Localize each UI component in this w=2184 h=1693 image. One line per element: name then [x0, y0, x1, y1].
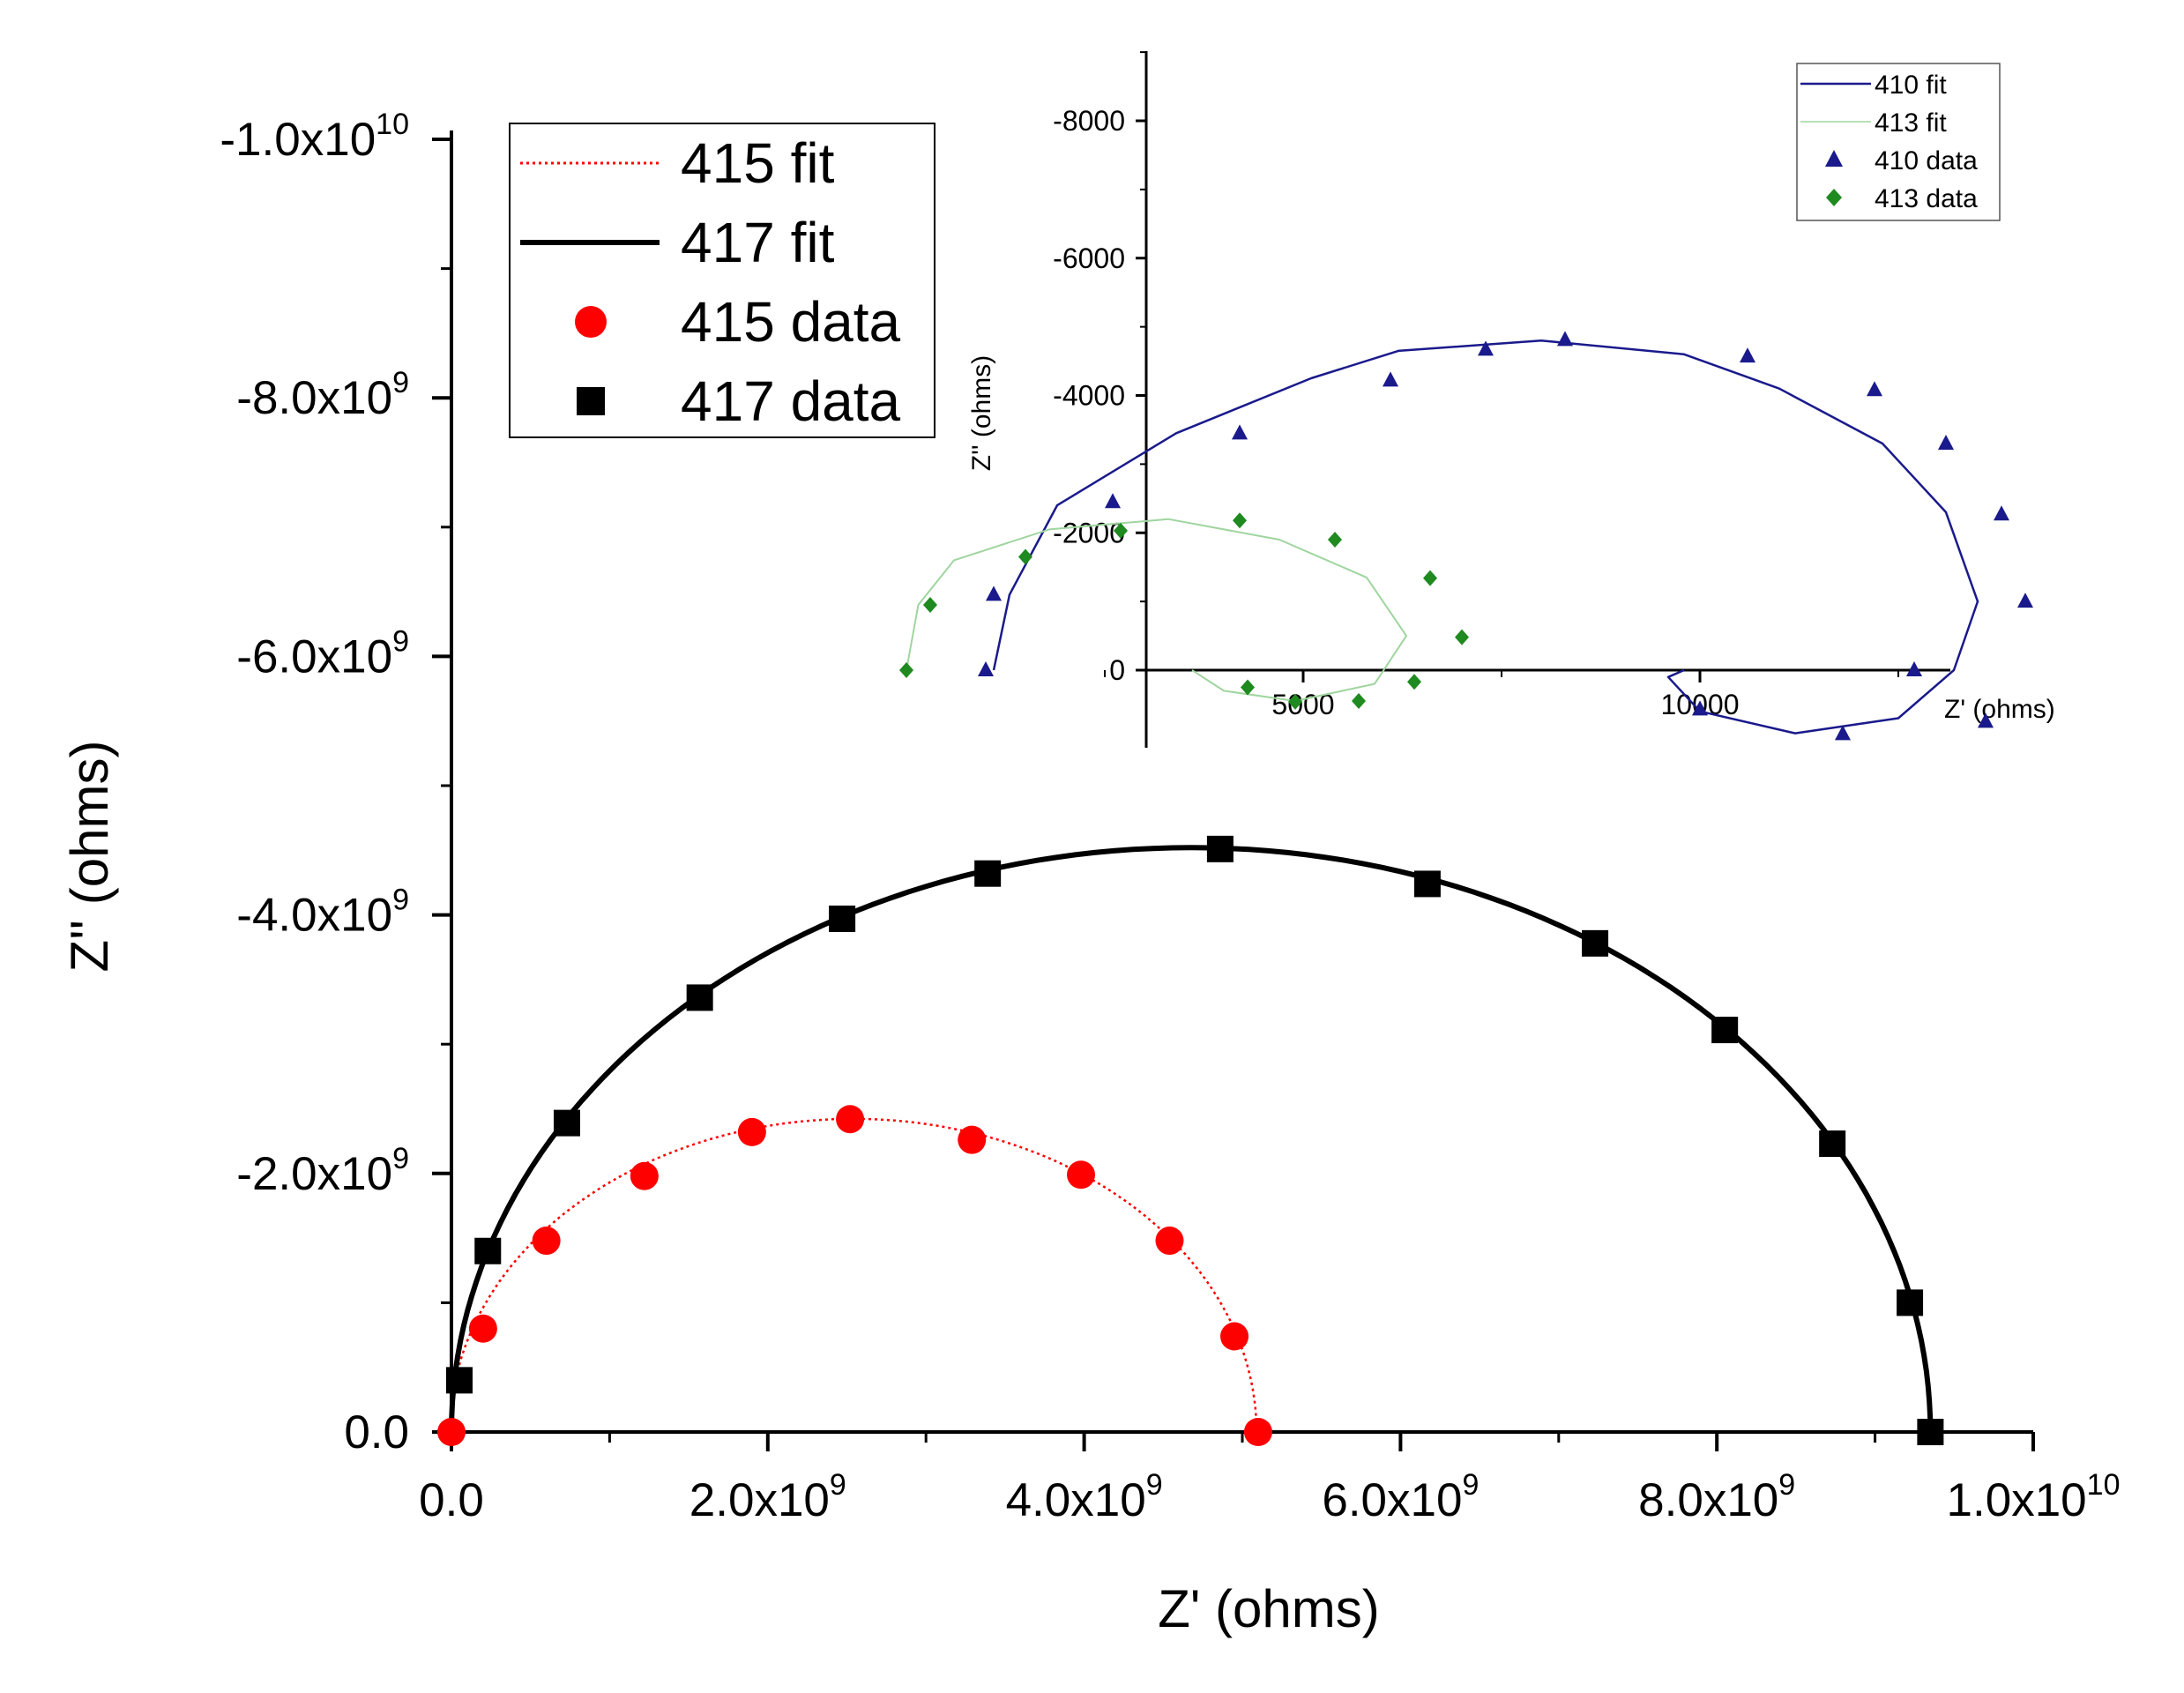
- y-tick-label: -8.0x109: [236, 366, 409, 424]
- inset-data-point-413: [1114, 522, 1128, 539]
- inset-data-point-413: [1352, 693, 1366, 710]
- inset-data-point-413: [1241, 679, 1255, 696]
- y-tick-label: -4.0x109: [236, 884, 409, 942]
- legend-label: 415 data: [681, 290, 901, 354]
- data-point-417: [553, 1109, 580, 1137]
- inset-data-point-410: [1938, 435, 1954, 451]
- inset-data-point-413: [1233, 512, 1247, 529]
- inset-y-tick-label: -2000: [1053, 517, 1125, 548]
- inset-data-point-413: [1328, 532, 1342, 548]
- legend-label: 417 data: [681, 369, 901, 433]
- x-axis-title: Z' (ohms): [1158, 1579, 1379, 1638]
- data-point-417: [1206, 835, 1234, 862]
- inset-data-point-410: [1978, 712, 1994, 728]
- y-tick-label: -1.0x1010: [220, 108, 409, 166]
- y-axis-title: Z'' (ohms): [60, 741, 119, 973]
- data-point-417: [445, 1367, 473, 1394]
- x-tick-label: 0.0: [419, 1474, 484, 1526]
- data-point-417: [474, 1237, 502, 1264]
- data-point-417: [1582, 929, 1609, 957]
- data-point-415: [836, 1105, 865, 1134]
- data-point-415: [1220, 1322, 1249, 1351]
- inset-data-point-410: [1740, 347, 1755, 363]
- data-point-415: [1155, 1227, 1184, 1256]
- inset-legend-label: 410 fit: [1875, 71, 1947, 100]
- inset-legend-label: 413 data: [1875, 184, 1978, 213]
- main-legend: 415 fit 417 fit 415 data 417 data: [509, 123, 935, 438]
- inset-y-tick-label: -6000: [1053, 242, 1125, 274]
- inset-legend-label: 413 fit: [1875, 108, 1947, 138]
- inset-data-point-413: [1455, 629, 1469, 645]
- x-tick-label: 6.0x109: [1322, 1468, 1479, 1526]
- data-point-417: [1897, 1289, 1924, 1316]
- data-point-417: [829, 905, 856, 932]
- main-plot: 0.0 2.0x109 4.0x109 6.0x109 8.0x109 1.0x1010 0…: [60, 108, 2120, 1638]
- data-point-417: [1711, 1017, 1739, 1044]
- x-tick-label: 4.0x109: [1006, 1468, 1163, 1526]
- inset-data-point-410: [1867, 381, 1882, 397]
- inset-data-point-410: [1478, 340, 1494, 356]
- inset-legend-swatch-diamond: [1826, 189, 1842, 206]
- inset-data-point-410: [1692, 700, 1708, 716]
- inset-data-point-410: [1105, 493, 1121, 509]
- legend-swatch-square: [577, 387, 605, 415]
- inset-fit-curve-413-fit: [906, 518, 1407, 702]
- inset-data-point-410: [1906, 661, 1922, 676]
- x-tick-label: 1.0x1010: [1947, 1468, 2121, 1526]
- inset-legend-swatch-triangle: [1825, 150, 1843, 167]
- data-point-415: [1243, 1418, 1272, 1446]
- data-point-417: [1917, 1419, 1944, 1445]
- inset-y-tick-label: -4000: [1053, 380, 1125, 412]
- legend-label: 417 fit: [681, 211, 835, 274]
- inset-data-point-410: [1835, 725, 1851, 741]
- inset-y-axis-title: Z'' (ohms): [967, 355, 996, 471]
- inset-data-point-413: [1423, 570, 1437, 586]
- inset-x-axis-title: Z' (ohms): [1944, 695, 2055, 724]
- inset-data-point-410: [1994, 505, 2009, 521]
- inset-data-point-413: [1407, 674, 1421, 690]
- inset-data-point-410: [1383, 371, 1398, 387]
- legend-label: 415 fit: [681, 131, 835, 195]
- x-tick-label: 8.0x109: [1638, 1468, 1795, 1526]
- inset-data-point-410: [1232, 424, 1248, 440]
- inset-legend-label: 410 data: [1875, 146, 1978, 175]
- inset-data-point-410: [986, 585, 1002, 601]
- fit-curve-415-fit: [448, 1117, 1258, 1433]
- inset-data-point-410: [1557, 331, 1573, 347]
- data-point-415: [532, 1227, 561, 1256]
- inset-data-point-413: [1018, 548, 1032, 565]
- y-tick-label: 0.0: [344, 1406, 409, 1458]
- inset-data-point-410: [2017, 593, 2033, 608]
- data-point-415: [437, 1418, 466, 1446]
- data-point-417: [1413, 870, 1441, 898]
- inset-plot: 0-2000-4000-6000-8000500010000Z' (ohms)Z…: [899, 51, 2055, 748]
- inset-fit-curve-410-fit: [992, 339, 1979, 735]
- data-point-417: [1819, 1130, 1846, 1158]
- data-point-415: [630, 1161, 659, 1190]
- inset-data-point-413: [899, 662, 913, 678]
- data-point-417: [974, 860, 1002, 887]
- data-point-415: [737, 1117, 766, 1146]
- inset-y-tick-label: -8000: [1053, 105, 1125, 137]
- inset-data-point-413: [923, 597, 937, 614]
- data-point-415: [1067, 1160, 1096, 1190]
- y-tick-label: -6.0x109: [236, 624, 409, 682]
- data-point-417: [686, 984, 713, 1011]
- inset-data-point-410: [978, 661, 994, 676]
- legend-swatch-circle: [575, 306, 607, 338]
- inset-y-tick-label: 0: [1109, 654, 1125, 686]
- y-tick-label: -2.0x109: [236, 1142, 409, 1200]
- x-tick-label: 2.0x109: [689, 1468, 846, 1526]
- data-point-415: [468, 1314, 497, 1343]
- inset-x-tick-label: 5000: [1271, 689, 1334, 720]
- inset-legend: 410 fit 413 fit 410 data 413 data: [1796, 63, 2001, 221]
- data-point-415: [958, 1125, 987, 1154]
- legend-box: [509, 123, 935, 438]
- inset-data-point-413: [1288, 693, 1302, 710]
